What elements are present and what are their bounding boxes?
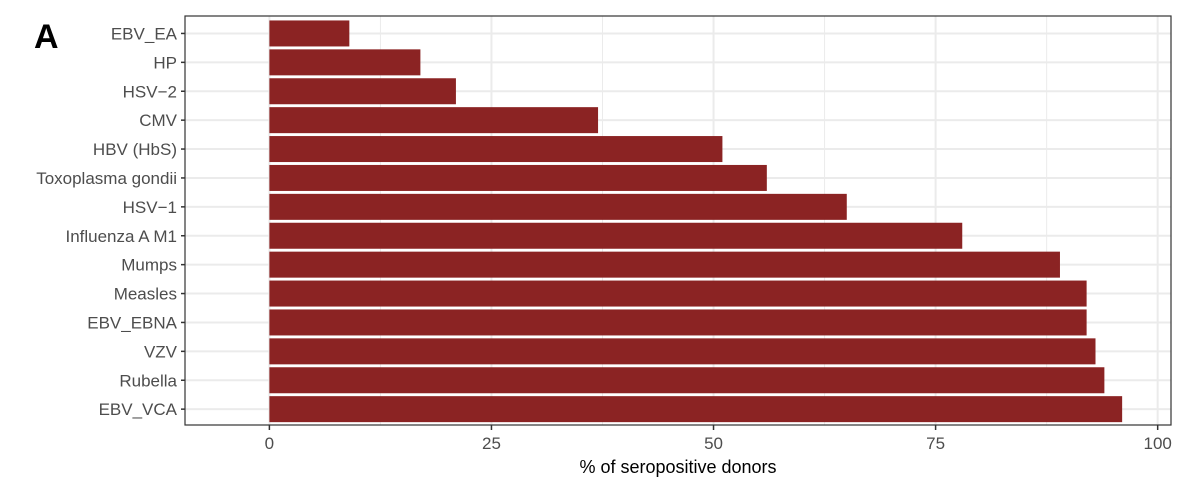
y-tick-label: Influenza A M1 [65, 227, 177, 246]
bar [269, 367, 1105, 394]
y-tick-label: CMV [139, 111, 177, 130]
x-tick-label: 25 [482, 434, 501, 453]
bar [269, 251, 1060, 278]
x-tick-label: 75 [926, 434, 945, 453]
y-tick-label: EBV_VCA [99, 400, 178, 419]
y-axis: EBV_EA HP HSV−2 CMV HBV (HbS) Toxoplasma gond… [36, 24, 185, 419]
bar [269, 136, 723, 163]
y-tick-label: EBV_EBNA [87, 313, 177, 332]
x-tick-label: 0 [265, 434, 274, 453]
y-tick-label: HBV (HbS) [93, 140, 177, 159]
x-axis-title: % of seropositive donors [579, 457, 776, 477]
bar [269, 193, 847, 220]
bar [269, 164, 767, 191]
bar [269, 338, 1096, 365]
x-axis: 0 25 50 75 100 [265, 425, 1172, 453]
bar [269, 280, 1087, 307]
x-tick-label: 50 [704, 434, 723, 453]
bar [269, 49, 421, 76]
bar [269, 107, 599, 134]
bar [269, 222, 963, 249]
bar [269, 309, 1087, 336]
y-tick-label: EBV_EA [111, 24, 178, 43]
bar [269, 78, 456, 105]
x-tick-label: 100 [1143, 434, 1171, 453]
panel-label: A [34, 18, 59, 56]
y-tick-label: HSV−2 [123, 82, 177, 101]
y-tick-label: HSV−1 [123, 198, 177, 217]
y-tick-label: Toxoplasma gondii [36, 169, 177, 188]
y-tick-label: Rubella [119, 371, 177, 390]
y-tick-label: HP [153, 53, 177, 72]
y-tick-label: Measles [114, 285, 177, 304]
bar [269, 20, 350, 47]
bar [269, 396, 1123, 423]
bar-layer [269, 20, 1123, 423]
y-tick-label: Mumps [121, 256, 177, 275]
y-tick-label: VZV [144, 342, 178, 361]
panel-border [184, 15, 1172, 426]
